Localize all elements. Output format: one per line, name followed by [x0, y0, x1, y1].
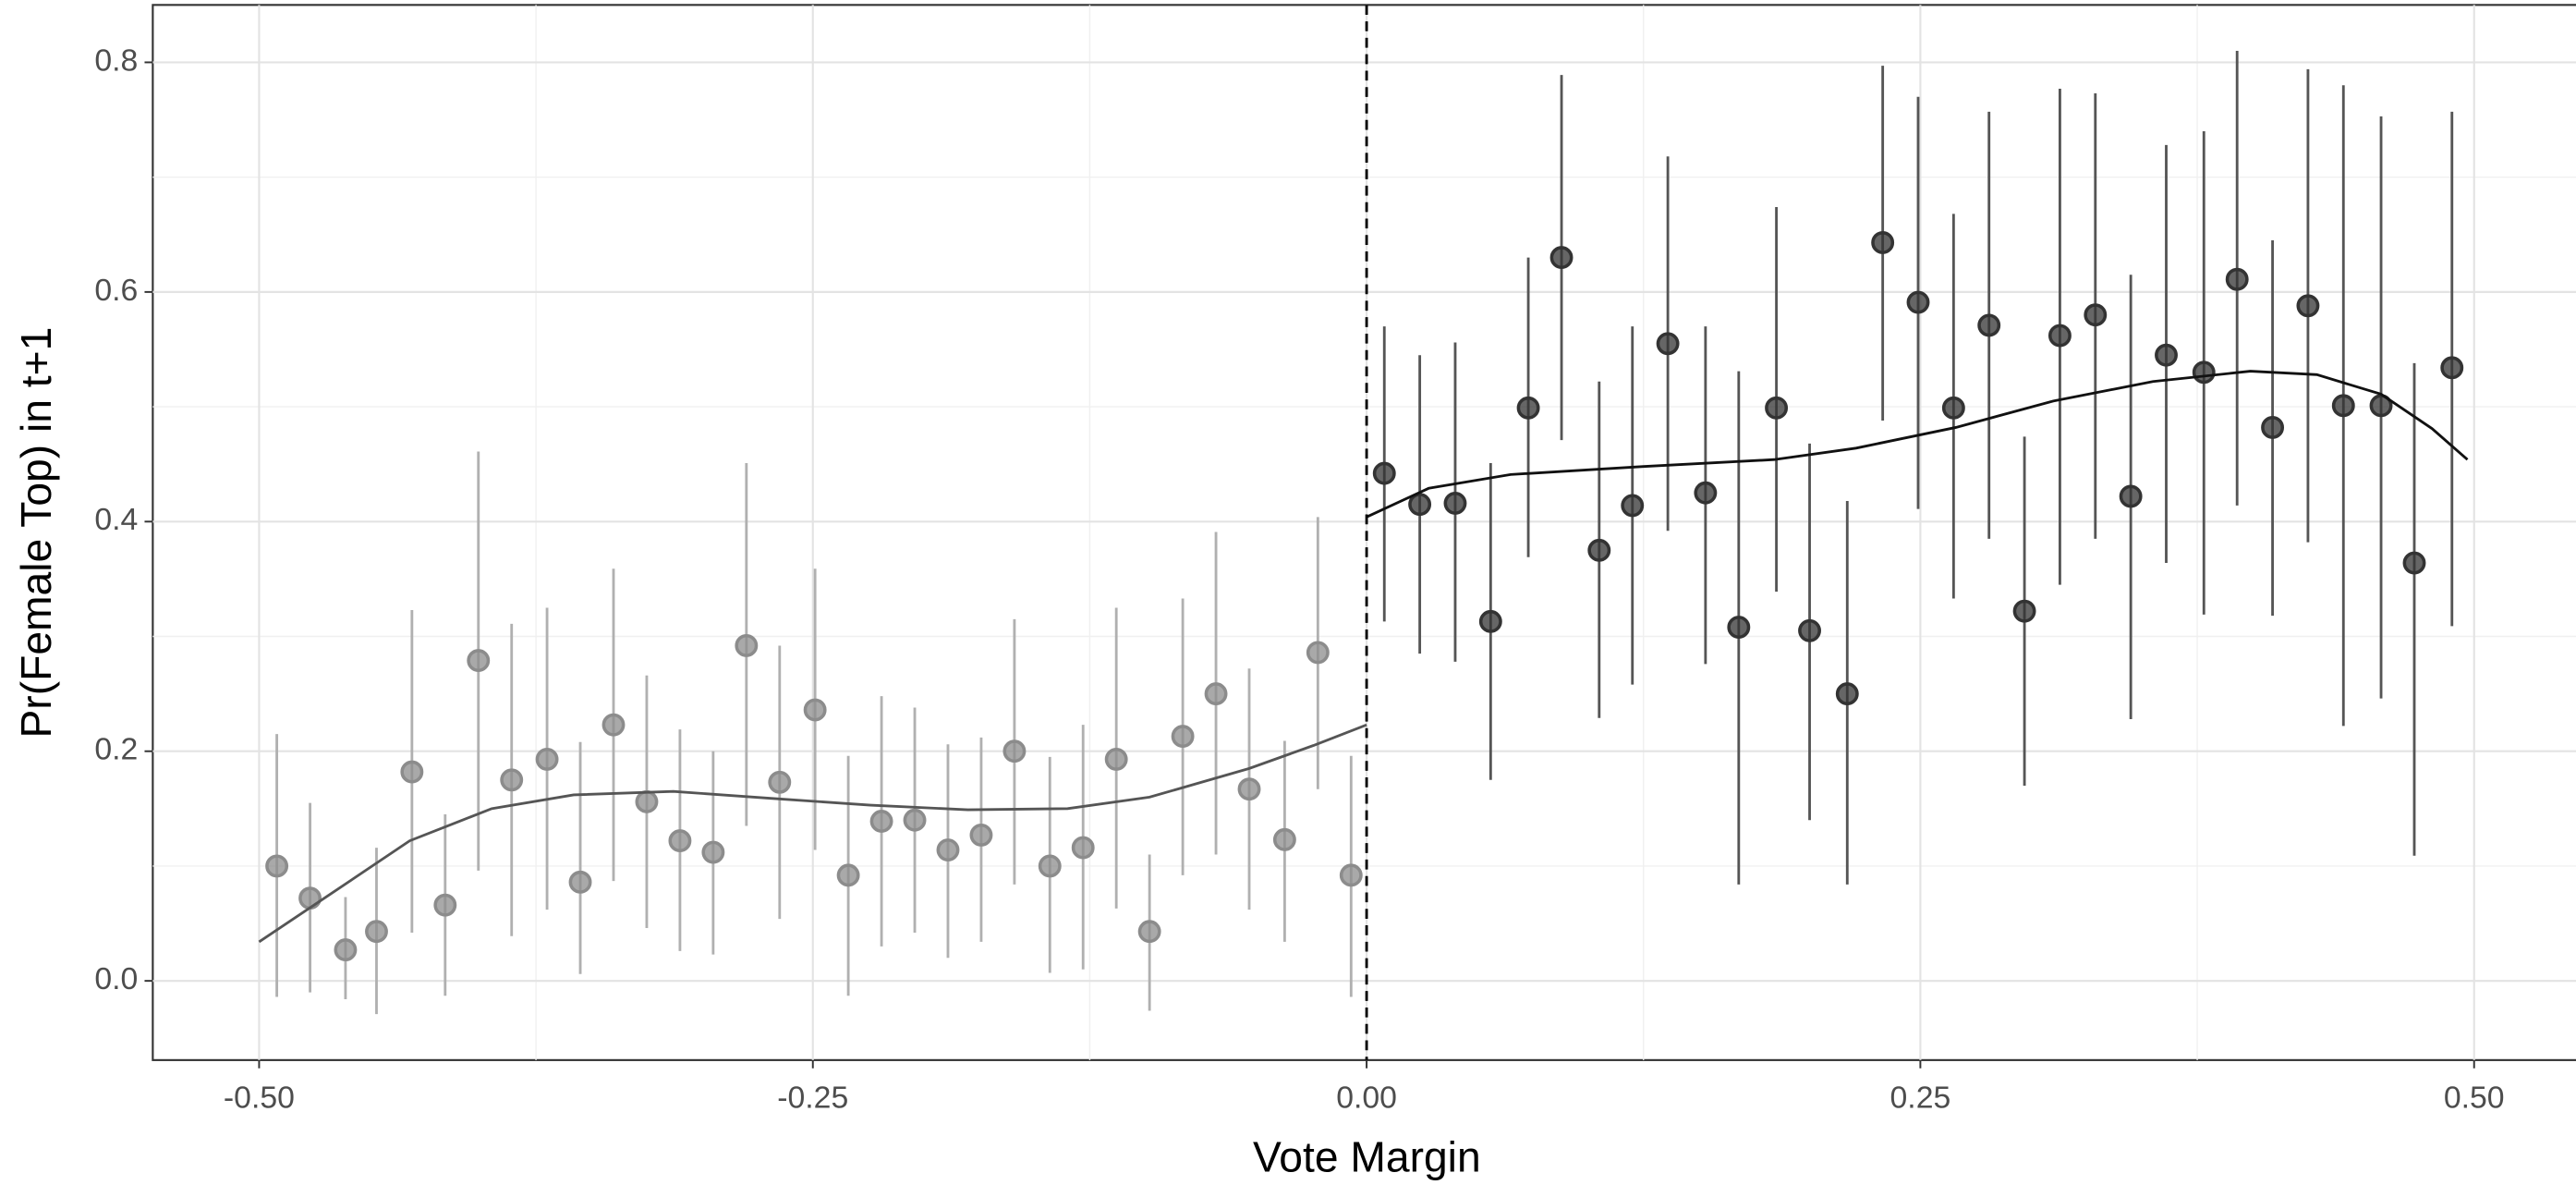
y-tick-label: 0.2	[94, 732, 138, 767]
point	[1071, 836, 1095, 860]
y-tick-label: 0.4	[94, 502, 138, 537]
point	[1237, 777, 1261, 801]
y-tick-label: 0.0	[94, 961, 138, 996]
point	[635, 789, 659, 813]
x-tick-label: -0.50	[224, 1080, 295, 1115]
point	[334, 938, 358, 962]
point	[1656, 332, 1680, 356]
point	[836, 863, 860, 887]
fit-line	[258, 723, 1367, 944]
point	[1587, 538, 1611, 562]
point	[2155, 343, 2178, 367]
point	[936, 838, 960, 861]
point	[2084, 303, 2108, 327]
point	[1765, 396, 1789, 420]
point	[1002, 739, 1027, 764]
point	[1272, 827, 1296, 851]
point	[1798, 618, 1821, 642]
point	[735, 634, 759, 657]
point	[2402, 551, 2426, 575]
point	[701, 840, 725, 864]
point	[2225, 267, 2249, 291]
point	[1516, 396, 1540, 420]
point	[1104, 747, 1128, 771]
y-tick-label: 0.6	[94, 273, 138, 308]
point	[433, 893, 457, 917]
point	[2331, 394, 2355, 418]
point	[1977, 313, 2001, 337]
point	[467, 649, 491, 673]
point	[969, 823, 993, 847]
point	[568, 870, 592, 894]
point	[803, 698, 827, 722]
point	[1171, 725, 1195, 749]
point	[535, 747, 559, 771]
point	[1621, 494, 1645, 518]
point	[400, 760, 424, 784]
x-tick-label: -0.25	[777, 1080, 848, 1115]
point	[1306, 641, 1330, 665]
point	[2440, 356, 2464, 380]
point	[668, 829, 692, 853]
point	[2047, 324, 2072, 348]
point	[1941, 396, 1965, 420]
y-tick-label: 0.8	[94, 43, 138, 78]
point	[1694, 481, 1718, 505]
point	[2192, 360, 2216, 385]
point	[1871, 231, 1895, 254]
point	[500, 768, 524, 792]
point	[1906, 290, 1930, 314]
point	[2119, 484, 2143, 508]
point	[1727, 616, 1751, 640]
point	[265, 854, 289, 878]
x-tick-label: 0.00	[1336, 1080, 1397, 1115]
point	[1339, 863, 1363, 887]
point	[1443, 491, 1467, 515]
point	[2296, 294, 2320, 318]
y-axis-title: Pr(Female Top) in t+1	[12, 327, 60, 739]
point	[365, 920, 388, 944]
point	[1372, 461, 1396, 485]
point	[298, 886, 322, 910]
plot-panel	[152, 4, 2576, 1061]
point	[1408, 493, 1432, 517]
point	[1478, 609, 1502, 633]
point	[1204, 682, 1228, 706]
point	[2012, 599, 2036, 623]
point	[1549, 246, 1574, 270]
point	[2261, 415, 2285, 439]
point	[2369, 394, 2393, 418]
point	[1038, 854, 1062, 878]
point	[768, 770, 792, 794]
x-axis-title: Vote Margin	[1253, 1133, 1481, 1181]
point	[601, 713, 626, 737]
x-tick-label: 0.25	[1890, 1080, 1951, 1115]
point	[1835, 682, 1859, 706]
point	[869, 810, 893, 833]
point	[1137, 920, 1161, 944]
x-tick-label: 0.50	[2444, 1080, 2505, 1115]
point	[903, 808, 927, 832]
fit-line	[1366, 370, 2469, 519]
